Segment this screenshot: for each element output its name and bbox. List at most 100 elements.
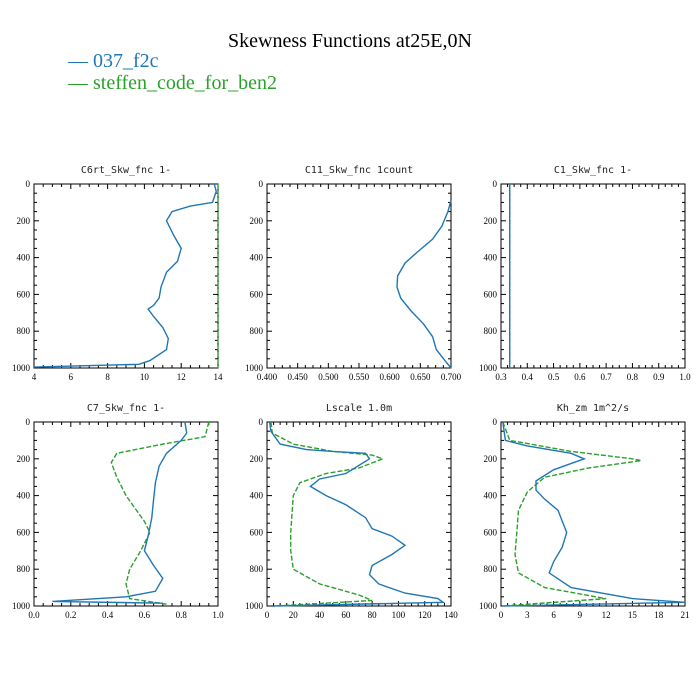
y-tick-label: 0	[26, 179, 31, 189]
y-tick-label: 600	[484, 289, 498, 299]
series-line-037_f2c	[502, 421, 686, 607]
x-tick-label: 40	[315, 610, 325, 620]
x-tick-label: 0	[499, 610, 504, 620]
y-tick-label: 0	[493, 417, 498, 427]
y-tick-label: 1000	[479, 601, 498, 611]
x-tick-label: 20	[289, 610, 299, 620]
y-tick-label: 0	[259, 417, 264, 427]
panel-title: C1_Skw_fnc 1-	[554, 165, 632, 176]
x-tick-label: 8	[105, 372, 110, 382]
y-tick-label: 200	[17, 216, 31, 226]
x-tick-label: 3	[525, 610, 530, 620]
y-tick-label: 200	[250, 216, 264, 226]
series-line-037_f2c	[396, 200, 452, 369]
x-tick-label: 0	[265, 610, 270, 620]
x-tick-label: 0.3	[495, 372, 507, 382]
y-tick-label: 400	[17, 491, 31, 501]
legend-entry-series-1: — 037_f2c	[68, 50, 159, 72]
x-tick-label: 80	[368, 610, 378, 620]
y-tick-label: 800	[17, 564, 31, 574]
x-tick-label: 0.400	[257, 372, 278, 382]
chart-title: Skewness Functions at25E,0N	[228, 30, 472, 52]
series-line-037_f2c	[52, 421, 188, 604]
y-tick-label: 600	[484, 527, 498, 537]
x-tick-label: 60	[341, 610, 351, 620]
y-tick-label: 800	[17, 326, 31, 336]
series-line-steffen_code_for_ben2	[502, 421, 642, 607]
y-tick-label: 400	[250, 491, 264, 501]
y-tick-label: 1000	[12, 601, 31, 611]
panel-frame	[266, 183, 452, 369]
panel-frame	[33, 421, 219, 607]
panel-title: C11_Skw_fnc 1count	[305, 165, 413, 176]
x-tick-label: 0.450	[288, 372, 309, 382]
y-tick-label: 200	[484, 216, 498, 226]
series-line-steffen_code_for_ben2	[110, 421, 210, 605]
x-tick-label: 100	[392, 610, 406, 620]
y-tick-label: 600	[250, 289, 264, 299]
x-tick-label: 0.8	[627, 372, 639, 382]
y-tick-label: 200	[484, 454, 498, 464]
x-tick-label: 4	[32, 372, 37, 382]
x-tick-label: 6	[69, 372, 74, 382]
x-tick-label: 15	[628, 610, 638, 620]
x-tick-label: 1.0	[212, 610, 224, 620]
y-tick-label: 800	[484, 326, 498, 336]
y-tick-label: 1000	[245, 363, 264, 373]
x-tick-label: 0.650	[410, 372, 431, 382]
x-tick-label: 14	[214, 372, 224, 382]
series-line-037_f2c	[268, 421, 446, 607]
y-tick-label: 400	[250, 253, 264, 263]
y-tick-label: 0	[493, 179, 498, 189]
y-tick-label: 800	[250, 326, 264, 336]
x-tick-label: 0.4	[522, 372, 534, 382]
y-tick-label: 1000	[479, 363, 498, 373]
x-tick-label: 0.5	[548, 372, 560, 382]
x-tick-label: 21	[681, 610, 690, 620]
y-tick-label: 200	[17, 454, 31, 464]
panel-frame	[33, 183, 219, 369]
panel-title: C6rt_Skw_fnc 1-	[81, 165, 171, 176]
panel-title: Kh_zm 1m^2/s	[557, 403, 629, 414]
y-tick-label: 600	[250, 527, 264, 537]
y-tick-label: 1000	[12, 363, 31, 373]
panel-title: Lscale 1.0m	[326, 403, 392, 414]
panel-2: C11_Skw_fnc 1count 0 200 400 600 800 10000.400…	[245, 165, 462, 382]
x-tick-label: 120	[418, 610, 432, 620]
y-tick-label: 600	[17, 527, 31, 537]
y-tick-label: 1000	[245, 601, 264, 611]
x-tick-label: 0.6	[139, 610, 151, 620]
y-tick-label: 800	[250, 564, 264, 574]
y-tick-label: 0	[26, 417, 31, 427]
x-tick-label: 0.600	[380, 372, 401, 382]
y-tick-label: 400	[17, 253, 31, 263]
x-tick-label: 0.7	[601, 372, 613, 382]
x-tick-label: 12	[177, 372, 186, 382]
series-line-037_f2c	[33, 183, 217, 368]
x-tick-label: 0.9	[653, 372, 665, 382]
x-tick-label: 0.700	[441, 372, 462, 382]
x-tick-label: 9	[578, 610, 583, 620]
x-tick-label: 140	[444, 610, 458, 620]
x-tick-label: 1.0	[679, 372, 691, 382]
y-tick-label: 800	[484, 564, 498, 574]
panel-frame	[500, 183, 686, 369]
y-tick-label: 200	[250, 454, 264, 464]
series-line-steffen_code_for_ben2	[270, 421, 385, 607]
y-tick-label: 400	[484, 491, 498, 501]
x-tick-label: 0.0	[28, 610, 40, 620]
panel-title: C7_Skw_fnc 1-	[87, 403, 165, 414]
y-tick-label: 0	[259, 179, 264, 189]
x-tick-label: 18	[654, 610, 664, 620]
y-tick-label: 400	[484, 253, 498, 263]
legend-label-series-1: 037_f2c	[93, 50, 159, 72]
x-tick-label: 0.4	[102, 610, 114, 620]
x-tick-label: 0.8	[176, 610, 188, 620]
x-tick-label: 6	[551, 610, 556, 620]
x-tick-label: 12	[602, 610, 611, 620]
